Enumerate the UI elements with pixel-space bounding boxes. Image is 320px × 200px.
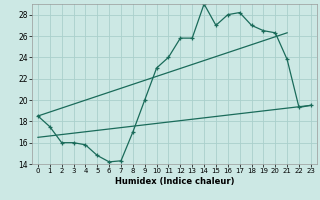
X-axis label: Humidex (Indice chaleur): Humidex (Indice chaleur): [115, 177, 234, 186]
